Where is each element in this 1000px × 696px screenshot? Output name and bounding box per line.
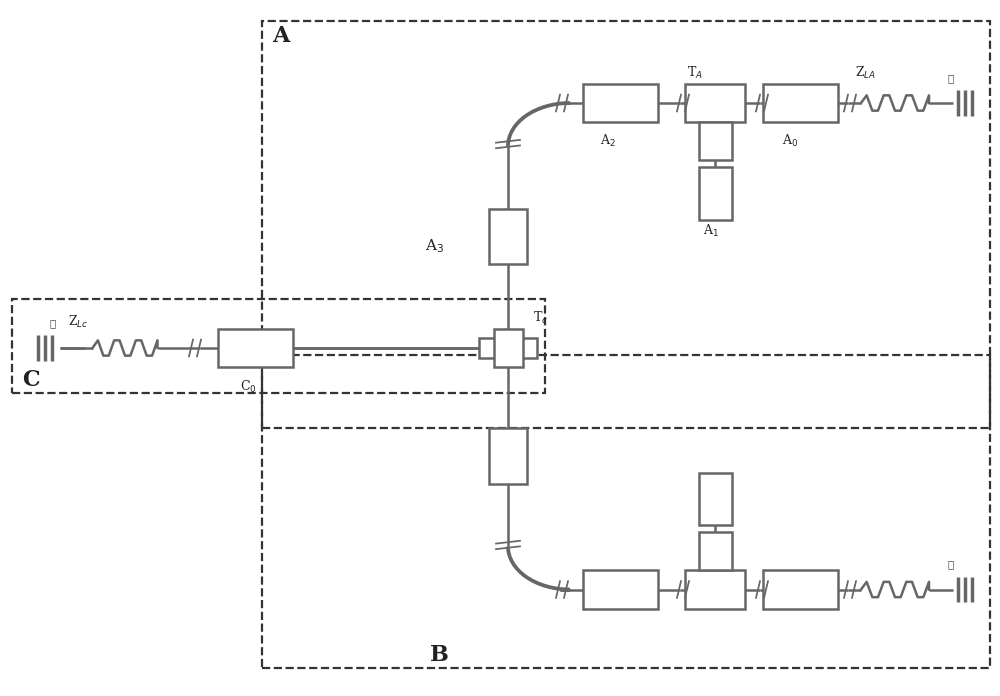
Bar (698, 532, 732, 571)
Bar (489, 428, 527, 484)
Text: C: C (22, 370, 40, 391)
Bar (218, 329, 292, 367)
Bar (698, 122, 732, 160)
Text: B: B (430, 644, 449, 666)
Bar (262, 355, 990, 668)
Bar (582, 571, 658, 608)
Bar (685, 571, 745, 608)
Text: Z$_{Lc}$: Z$_{Lc}$ (68, 314, 88, 330)
Text: A$_0$: A$_0$ (782, 133, 798, 149)
Text: ①: ① (948, 74, 954, 83)
Text: A$_2$: A$_2$ (600, 133, 616, 149)
Bar (479, 338, 537, 358)
Bar (763, 84, 838, 122)
Text: C$_0$: C$_0$ (240, 379, 257, 395)
Text: A$_1$: A$_1$ (703, 223, 719, 239)
Bar (763, 571, 838, 608)
Text: A: A (272, 25, 289, 47)
Bar (698, 473, 732, 525)
Text: T$_c$: T$_c$ (533, 310, 548, 326)
Text: T$_A$: T$_A$ (687, 65, 703, 81)
Bar (494, 329, 522, 367)
Text: ②: ② (948, 560, 954, 569)
Bar (582, 84, 658, 122)
Bar (489, 209, 527, 264)
Text: A$_3$: A$_3$ (425, 237, 444, 255)
Bar (685, 84, 745, 122)
Bar (262, 21, 990, 428)
Text: ③: ③ (50, 319, 56, 328)
Text: Z$_{LA}$: Z$_{LA}$ (855, 65, 876, 81)
Bar (698, 167, 732, 219)
Bar (12, 299, 545, 393)
